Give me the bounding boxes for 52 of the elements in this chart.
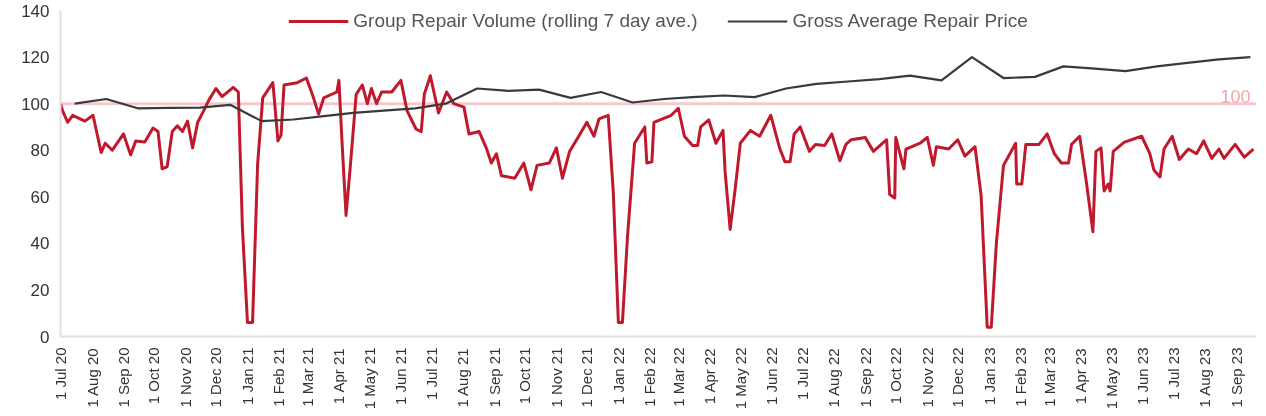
x-tick-label: 1 Mar 22 <box>669 347 687 407</box>
x-tick-label: 1 May 21 <box>360 347 378 410</box>
x-tick-label: 1 Aug 20 <box>83 348 101 408</box>
x-tick-label: 1 Oct 22 <box>887 347 905 405</box>
y-tick-label: 100 <box>21 94 50 114</box>
x-tick-label: 1 Oct 21 <box>516 347 534 405</box>
x-tick-label: 1 Jul 23 <box>1164 347 1182 401</box>
y-tick-label: 140 <box>21 1 50 21</box>
y-tick-label: 60 <box>30 187 50 207</box>
x-tick-label: 1 Feb 22 <box>641 347 659 407</box>
x-tick-label: 1 Jun 23 <box>1134 347 1152 406</box>
x-tick-label: 1 Sep 22 <box>856 347 874 408</box>
y-tick-label: 120 <box>21 48 50 68</box>
x-tick-label: 1 Dec 20 <box>207 347 225 408</box>
x-tick-label: 1 Apr 21 <box>330 348 348 405</box>
x-tick-label: 1 Nov 22 <box>918 347 936 408</box>
y-tick-label: 80 <box>30 141 50 161</box>
x-tick-label: 1 Apr 23 <box>1072 348 1090 405</box>
x-tick-label: 1 Jan 23 <box>980 347 998 406</box>
legend-label: Group Repair Volume (rolling 7 day ave.) <box>353 10 698 32</box>
x-tick-label: 1 May 23 <box>1102 347 1120 410</box>
x-tick-label: 1 Feb 21 <box>270 347 288 407</box>
x-tick-label: 1 Jul 21 <box>422 347 440 401</box>
x-tick-label: 1 Nov 21 <box>547 347 565 408</box>
x-tick-label: 1 Dec 22 <box>949 347 967 408</box>
x-tick-label: 1 Mar 23 <box>1040 347 1058 407</box>
x-tick-label: 1 Dec 21 <box>578 347 596 408</box>
ref-line-label: 100 <box>1220 86 1251 107</box>
legend-label: Gross Average Repair Price <box>792 10 1028 32</box>
x-tick-label: 1 Jun 21 <box>392 347 410 406</box>
x-tick-label: 1 Jul 22 <box>793 347 811 401</box>
line-series <box>73 55 1252 123</box>
x-tick-label: 1 Mar 21 <box>298 347 316 407</box>
x-tick-label: 1 Feb 23 <box>1012 347 1030 407</box>
x-tick-label: 1 Aug 23 <box>1196 348 1214 408</box>
x-tick-label: 1 Apr 22 <box>701 348 719 405</box>
x-tick-label: 1 Aug 22 <box>825 348 843 408</box>
y-tick-label: 0 <box>40 327 50 347</box>
x-tick-label: 1 Nov 20 <box>176 347 194 408</box>
x-tick-label: 1 Sep 21 <box>485 347 503 408</box>
x-tick-label: 1 Oct 20 <box>145 347 163 405</box>
x-tick-label: 1 Jul 20 <box>52 347 69 401</box>
x-tick-label: 1 Jun 22 <box>763 347 781 406</box>
x-tick-label: 1 Sep 23 <box>1227 347 1245 408</box>
x-tick-label: 1 Jan 22 <box>609 347 627 406</box>
x-tick-label: 1 May 22 <box>731 347 749 410</box>
x-tick-label: 1 Jan 21 <box>238 347 256 406</box>
y-tick-label: 40 <box>30 234 50 254</box>
x-tick-label: 1 Sep 20 <box>115 347 132 408</box>
y-tick-label: 20 <box>30 280 50 300</box>
line-series <box>60 74 1255 329</box>
x-tick-label: 1 Aug 21 <box>454 348 472 408</box>
